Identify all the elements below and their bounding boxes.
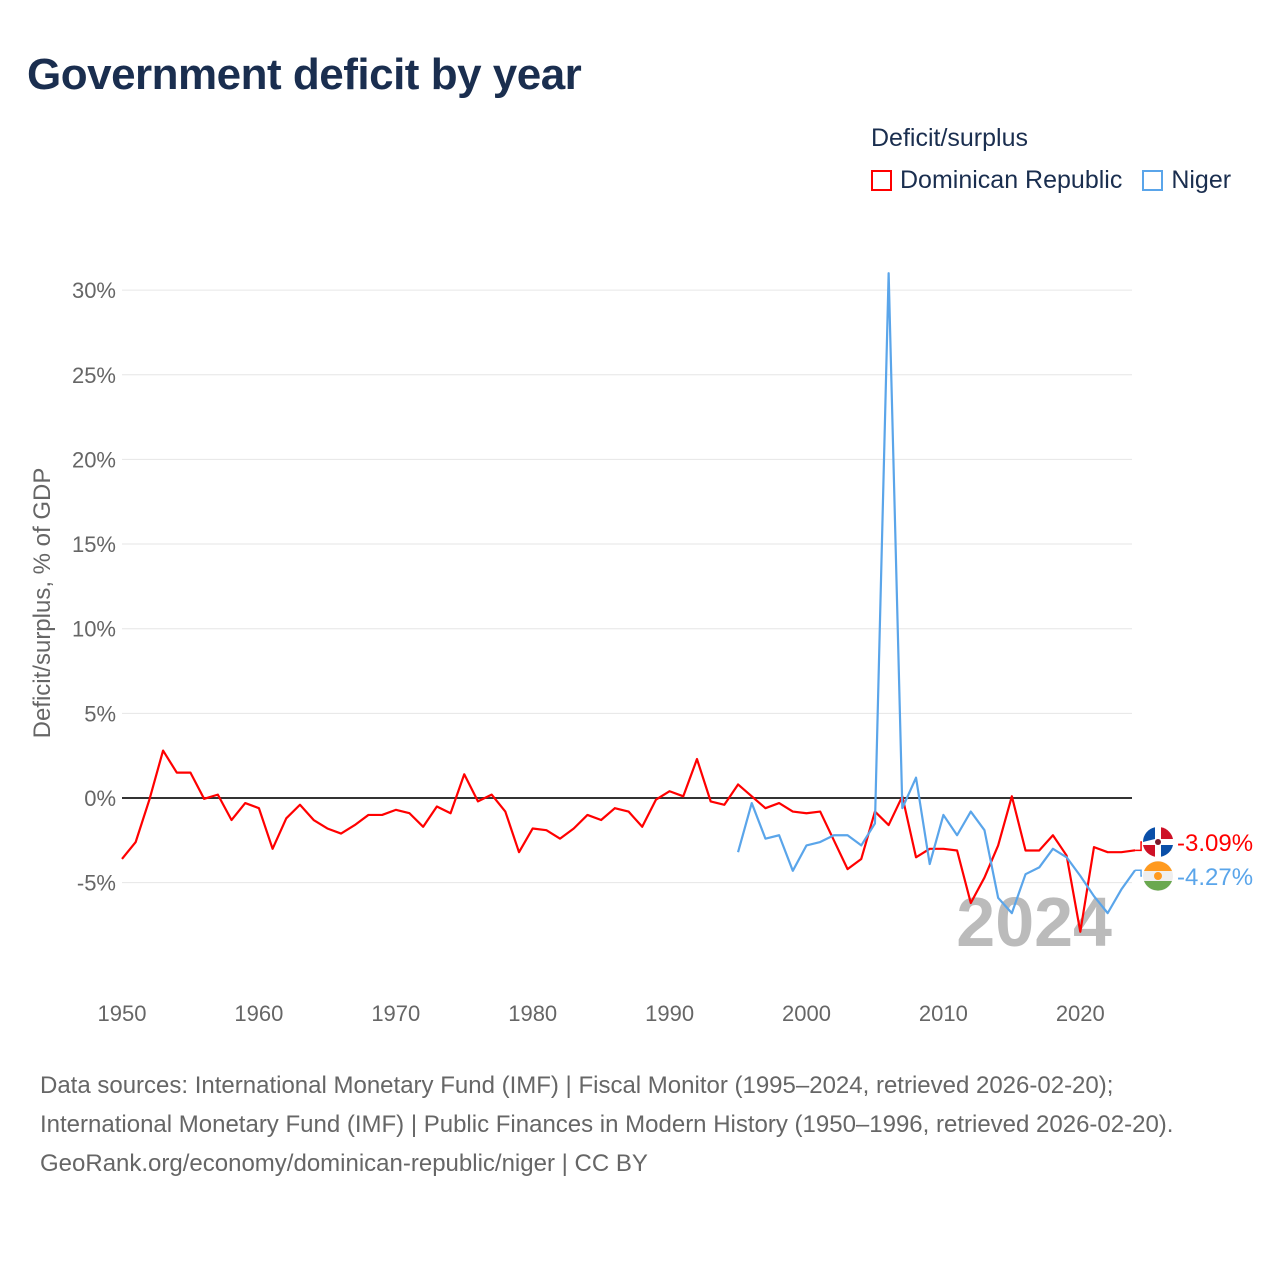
footer: Data sources: International Monetary Fun… <box>40 1066 1240 1183</box>
flag-q <box>1143 827 1155 842</box>
y-tick-label: 20% <box>72 447 116 472</box>
end-label-connector <box>1135 841 1142 852</box>
niger-flag-icon <box>1143 861 1173 891</box>
legend-swatch-niger <box>1142 170 1164 191</box>
line-chart: -5% 0% 5% 10% 15% 20% 25% 30% 2024 Deficit/surp… <box>29 272 1253 1026</box>
license: | CC BY <box>554 1150 648 1177</box>
series-line-niger <box>736 272 1136 915</box>
flag-q <box>1161 845 1173 857</box>
end-value-label: -4.27% <box>1177 864 1253 891</box>
x-tick-label: 1950 <box>98 1001 147 1026</box>
flag-q <box>1161 827 1173 839</box>
flag-emblem <box>1155 839 1161 845</box>
flag-sun <box>1154 872 1162 880</box>
y-tick-label: 25% <box>72 363 116 388</box>
data-sources: Data sources: International Monetary Fun… <box>40 1072 1174 1138</box>
y-tick-label: 15% <box>72 532 116 557</box>
x-axis-ticks: 1950 1960 1970 1980 1990 2000 2010 2020 <box>98 1001 1105 1026</box>
y-tick-label: 10% <box>72 617 116 642</box>
y-axis-label: Deficit/surplus, % of GDP <box>29 468 56 739</box>
chart-title: Government deficit by year <box>27 50 582 99</box>
end-label-connector <box>1135 869 1142 877</box>
end-labels: -3.09% -4.27% <box>1135 827 1253 891</box>
legend-item-dominican-republic[interactable]: Dominican Republic <box>871 166 1122 195</box>
legend-swatch-dominican-republic <box>871 170 892 191</box>
dominican-republic-flag-icon <box>1143 827 1173 857</box>
flag-band <box>1144 861 1172 871</box>
x-tick-label: 1960 <box>234 1001 283 1026</box>
legend-title: Deficit/surplus <box>871 124 1028 152</box>
series-lines <box>121 272 1136 933</box>
legend: Dominican Republic Niger <box>871 166 1251 195</box>
x-tick-label: 1990 <box>645 1001 694 1026</box>
gridlines: -5% 0% 5% 10% 15% 20% 25% 30% <box>72 278 1132 896</box>
x-tick-label: 1980 <box>508 1001 557 1026</box>
flag-band <box>1144 881 1172 891</box>
source-link[interactable]: GeoRank.org/economy/dominican-republic/n… <box>40 1150 555 1177</box>
x-tick-label: 2010 <box>919 1001 968 1026</box>
legend-label: Niger <box>1171 166 1232 194</box>
x-tick-label: 2000 <box>782 1001 831 1026</box>
legend-label: Dominican Republic <box>900 166 1123 194</box>
y-tick-label: 0% <box>84 786 116 811</box>
x-tick-label: 2020 <box>1056 1001 1105 1026</box>
x-tick-label: 1970 <box>371 1001 420 1026</box>
y-tick-label: 30% <box>72 278 116 303</box>
end-value-label: -3.09% <box>1177 830 1253 857</box>
legend-item-niger[interactable]: Niger <box>1142 166 1231 195</box>
series-line-dominican-republic <box>121 749 1136 933</box>
year-watermark: 2024 <box>956 883 1112 961</box>
y-tick-label: 5% <box>84 701 116 726</box>
y-tick-label: -5% <box>77 871 116 896</box>
flag-q <box>1143 845 1155 857</box>
